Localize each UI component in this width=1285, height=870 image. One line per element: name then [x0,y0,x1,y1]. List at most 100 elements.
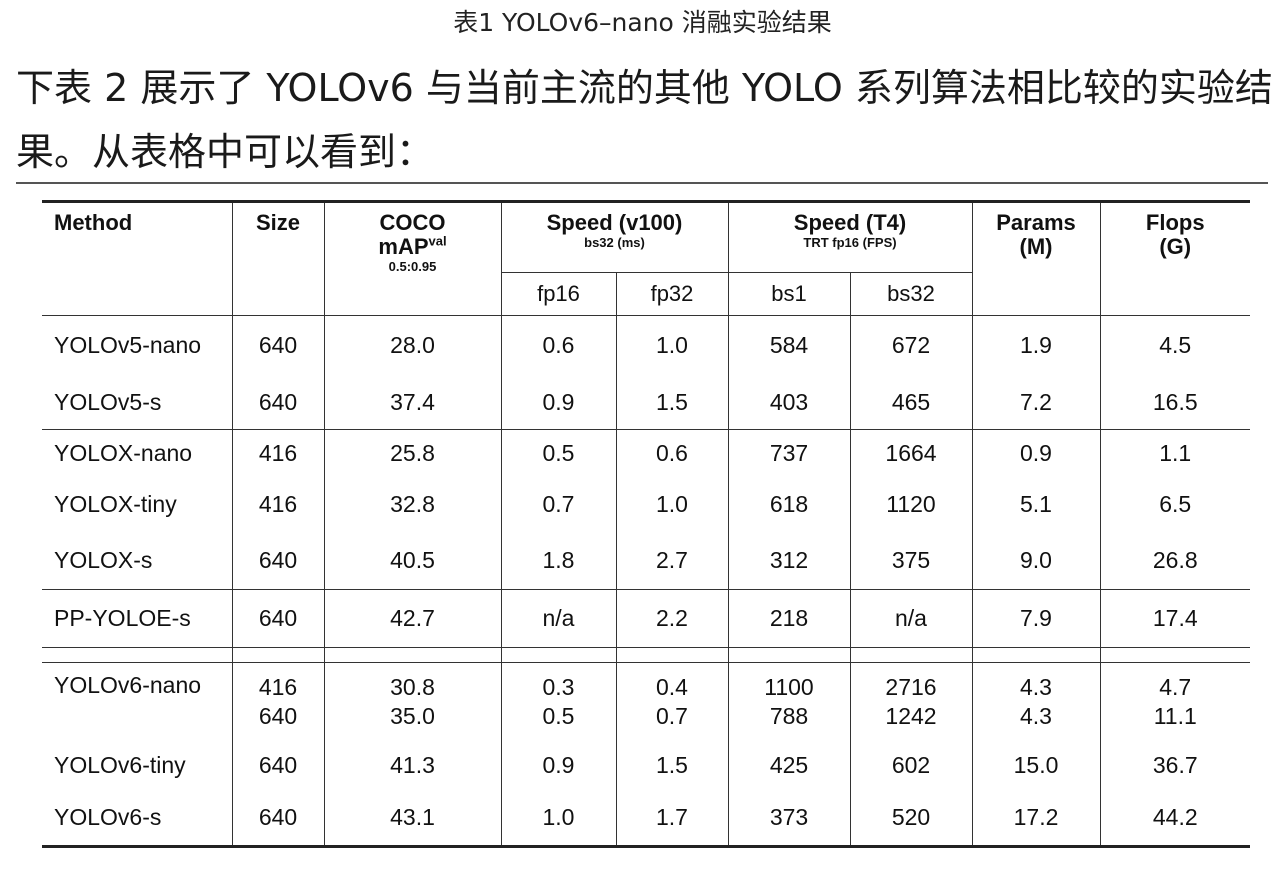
cell-bs1: 1100 788 [727,662,850,741]
cell-params: 5.1 [971,477,1100,532]
cell-fp16: 0.9 [500,375,616,430]
cell-size: 640 [231,531,324,590]
header-fp32: fp32 [615,272,728,316]
cell-fp16: 1.8 [500,531,616,590]
cell-bs1: 312 [727,531,850,590]
table-row: YOLOv5-nano 640 28.0 0.6 1.0 584 672 1.9… [42,315,1250,376]
cell-method: YOLOX-nano [42,429,232,478]
cell-size: 640 [231,375,324,430]
cell-flops: 17.4 [1099,589,1250,648]
table-row: YOLOv6-tiny 640 41.3 0.9 1.5 425 602 15.… [42,740,1250,791]
cell-bs32: 1120 [849,477,972,532]
cell-bs1: 737 [727,429,850,478]
header-fp16: fp16 [500,272,616,316]
table-row: YOLOv5-s 640 37.4 0.9 1.5 403 465 7.2 16… [42,375,1250,430]
cell-params: 7.9 [971,589,1100,648]
cell-fp16: 1.0 [500,790,616,848]
header-speed-v100: Speed (v100) bs32 (ms) [500,200,728,273]
cell-fp16: 0.7 [500,477,616,532]
cell-map: 32.8 [323,477,501,532]
cell-map: 37.4 [323,375,501,430]
header-flops: Flops (G) [1099,200,1250,316]
cell-fp32: 2.7 [615,531,728,590]
body-paragraph: 下表 2 展示了 YOLOv6 与当前主流的其他 YOLO 系列算法相比较的实验… [16,66,1273,174]
cell-fp32: 1.0 [615,477,728,532]
cell-flops: 4.7 11.1 [1099,662,1250,741]
header-bs32: bs32 [849,272,972,316]
cell-bs32: 465 [849,375,972,430]
cell-fp32: 1.0 [615,315,728,376]
cell-size: 640 [231,740,324,791]
table-row: YOLOv6-nano 416 640 30.8 35.0 0.3 0.5 0.4 0.… [42,662,1250,741]
cell-fp16: n/a [500,589,616,648]
header-speed-t4: Speed (T4) TRT fp16 (FPS) [727,200,972,273]
cell-params: 9.0 [971,531,1100,590]
cell-params: 0.9 [971,429,1100,478]
cell-method: YOLOv5-s [54,388,162,415]
cell-map: 43.1 [323,790,501,848]
cell-fp16: 0.9 [500,740,616,791]
cell-bs32: 602 [849,740,972,791]
header-size: Size [231,200,324,316]
cell-method: YOLOv6-s [42,790,232,848]
cell-params: 15.0 [971,740,1100,791]
cell-size: 640 [231,790,324,848]
cell-size: 416 [231,429,324,478]
cell-fp32: 0.4 0.7 [615,662,728,741]
cell-fp32: 2.2 [615,589,728,648]
cell-bs32: 1664 [849,429,972,478]
cell-flops: 4.5 [1099,315,1250,376]
cell-bs32: n/a [849,589,972,648]
cell-bs32: 375 [849,531,972,590]
cell-flops: 1.1 [1099,429,1250,478]
cell-fp16: 0.6 [500,315,616,376]
cell-flops: 26.8 [1099,531,1250,590]
cell-params: 17.2 [971,790,1100,848]
cell-method: PP-YOLOE-s [42,589,232,648]
cell-flops: 6.5 [1099,477,1250,532]
cell-fp16: 0.5 [500,429,616,478]
table-row: YOLOX-nano 416 25.8 0.5 0.6 737 1664 0.9… [42,429,1250,478]
cell-params: 7.2 [971,375,1100,430]
cell-bs1: 403 [727,375,850,430]
cell-bs1: 584 [727,315,850,376]
cell-bs1: 618 [727,477,850,532]
cell-map: 25.8 [323,429,501,478]
cell-map: 40.5 [323,531,501,590]
cell-size: 416 [231,477,324,532]
header-method: Method [42,200,232,316]
group-pp-yoloe: PP-YOLOE-s 640 42.7 n/a 2.2 218 n/a 7.9 … [42,589,1250,648]
cell-fp32: 1.5 [615,740,728,791]
cell-flops: 36.7 [1099,740,1250,791]
table-row: YOLOX-tiny 416 32.8 0.7 1.0 618 1120 5.1… [42,477,1250,532]
cell-params: 1.9 [971,315,1100,376]
group-yolov6: YOLOv6-nano 416 640 30.8 35.0 0.3 0.5 0.4 0.… [42,647,1250,848]
cell-map: 28.0 [323,315,501,376]
table-row: YOLOX-s 640 40.5 1.8 2.7 312 375 9.0 26.… [42,531,1250,590]
cell-bs1: 373 [727,790,850,848]
cell-method: YOLOX-tiny [54,491,177,517]
cell-fp32: 1.7 [615,790,728,848]
cell-map: 41.3 [323,740,501,791]
cell-bs1: 218 [727,589,850,648]
cell-bs1: 425 [727,740,850,791]
cell-method: YOLOv6-tiny [54,752,186,778]
cell-fp32: 1.5 [615,375,728,430]
group-yolov5: YOLOv5-nano 640 28.0 0.6 1.0 584 672 1.9… [42,315,1250,430]
header-params: Params (M) [971,200,1100,316]
group-separator [42,647,1250,663]
table-caption: 表1 YOLOv6–nano 消融实验结果 [453,8,832,37]
cell-map: 42.7 [323,589,501,648]
header-bs1: bs1 [727,272,850,316]
cell-flops: 44.2 [1099,790,1250,848]
group-yolox: YOLOX-nano 416 25.8 0.5 0.6 737 1664 0.9… [42,429,1250,590]
comparison-table: Method Size COCO mAPval 0.5:0.95 Speed (… [42,200,1250,848]
cell-fp32: 0.6 [615,429,728,478]
cell-map: 30.8 35.0 [323,662,501,741]
section-divider [16,182,1268,184]
cell-bs32: 520 [849,790,972,848]
cell-method: YOLOv6-nano [42,662,232,741]
header-coco-map: COCO mAPval 0.5:0.95 [323,200,501,316]
cell-method: YOLOv5-nano [42,315,232,376]
table-row: YOLOv6-s 640 43.1 1.0 1.7 373 520 17.2 4… [42,790,1250,848]
